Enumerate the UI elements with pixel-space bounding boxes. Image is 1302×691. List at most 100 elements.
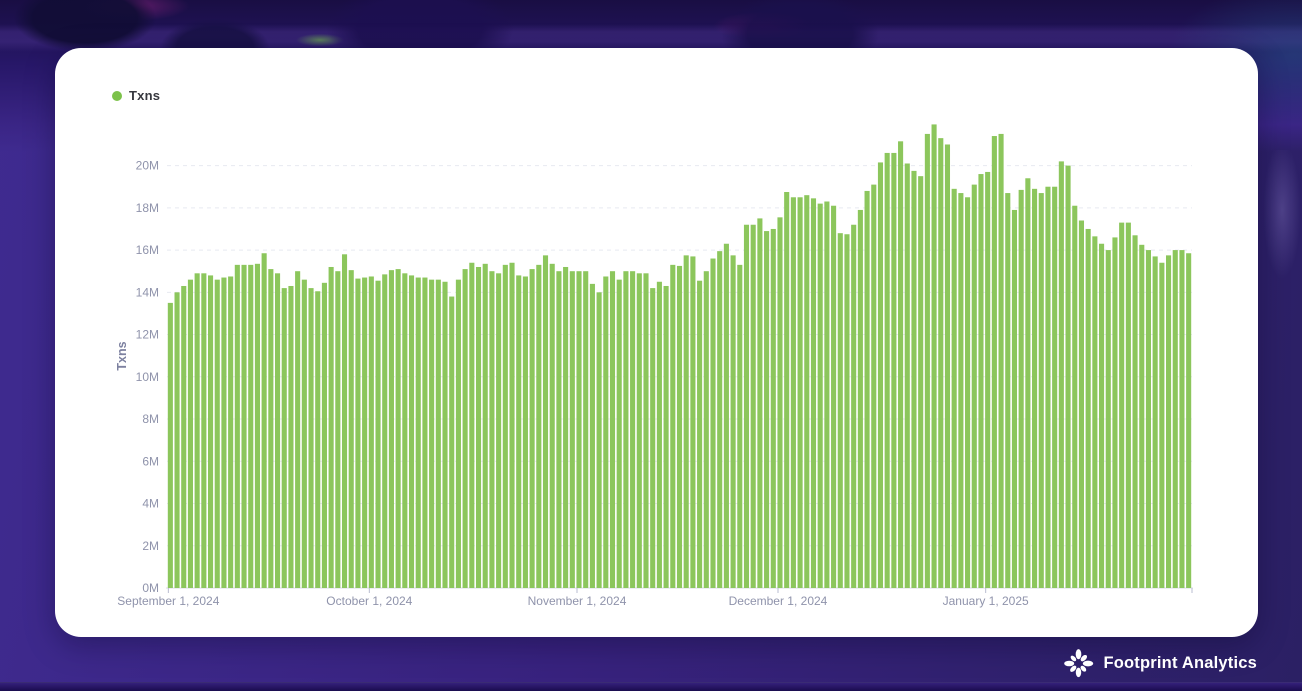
bar-2024-12-16[interactable] — [877, 162, 884, 588]
bar-2024-12-25[interactable] — [938, 138, 944, 588]
bar-2024-11-13[interactable] — [656, 281, 662, 588]
bar-2025-01-13[interactable] — [1065, 165, 1071, 588]
bar-2025-01-18[interactable] — [1099, 243, 1105, 589]
bar-2024-10-20[interactable] — [496, 273, 502, 588]
bar-2024-11-01[interactable] — [576, 271, 582, 588]
bar-2024-11-06[interactable] — [609, 271, 616, 588]
bar-2024-09-13[interactable] — [248, 264, 254, 588]
bar-2024-12-08[interactable] — [824, 201, 830, 589]
bar-2024-10-01[interactable] — [368, 276, 374, 588]
bar-2024-09-19[interactable] — [288, 285, 294, 588]
bar-2024-09-24[interactable] — [321, 282, 327, 588]
bar-2024-11-30[interactable] — [770, 228, 776, 588]
bar-2024-10-16[interactable] — [469, 262, 475, 588]
bar-2024-09-01[interactable] — [167, 302, 173, 588]
bar-2024-12-07[interactable] — [817, 203, 823, 588]
bar-2024-11-16[interactable] — [676, 265, 683, 588]
bar-2024-12-03[interactable] — [790, 197, 796, 588]
bar-2025-01-09[interactable] — [1038, 193, 1044, 588]
bar-2024-12-23[interactable] — [924, 133, 930, 589]
chart-legend[interactable]: Txns — [112, 88, 160, 103]
bar-2025-01-22[interactable] — [1125, 222, 1131, 588]
bar-2024-09-11[interactable] — [234, 264, 240, 588]
bar-2024-11-25[interactable] — [737, 264, 743, 588]
bar-2024-12-05[interactable] — [804, 195, 810, 589]
bar-2024-11-07[interactable] — [616, 279, 622, 588]
bar-2024-09-23[interactable] — [315, 291, 321, 588]
bar-2024-11-17[interactable] — [683, 255, 689, 589]
bar-2024-11-26[interactable] — [743, 224, 750, 589]
bar-2024-11-02[interactable] — [583, 271, 589, 588]
bar-2024-11-05[interactable] — [603, 276, 609, 588]
bar-2025-01-16[interactable] — [1085, 228, 1091, 588]
bar-2024-09-16[interactable] — [268, 269, 274, 588]
bar-2024-09-04[interactable] — [187, 279, 193, 588]
bar-2024-09-17[interactable] — [274, 273, 281, 588]
bar-2025-01-02[interactable] — [991, 136, 997, 588]
bar-2024-11-12[interactable] — [650, 288, 656, 588]
bar-2024-11-10[interactable] — [636, 273, 642, 588]
bar-2024-12-31[interactable] — [978, 174, 984, 589]
bar-2024-12-10[interactable] — [837, 233, 843, 588]
bar-2025-01-24[interactable] — [1139, 244, 1145, 589]
bar-2025-01-26[interactable] — [1152, 256, 1158, 588]
bar-2024-09-06[interactable] — [201, 273, 207, 588]
bar-2025-01-30[interactable] — [1179, 250, 1185, 588]
bar-2025-01-12[interactable] — [1058, 161, 1064, 588]
bar-2024-10-04[interactable] — [388, 270, 394, 588]
bar-2024-11-29[interactable] — [764, 231, 770, 588]
bar-2024-12-28[interactable] — [958, 193, 964, 588]
bar-2024-12-18[interactable] — [891, 152, 897, 588]
bar-2024-12-19[interactable] — [898, 141, 904, 588]
bar-2024-12-06[interactable] — [810, 198, 817, 588]
bar-2024-10-03[interactable] — [382, 274, 388, 588]
bar-2025-01-29[interactable] — [1172, 250, 1178, 588]
bar-2024-12-27[interactable] — [951, 188, 957, 588]
bar-2025-01-31[interactable] — [1186, 253, 1192, 588]
bar-2025-01-06[interactable] — [1018, 189, 1024, 588]
bar-2024-09-30[interactable] — [362, 277, 368, 588]
bar-2025-01-10[interactable] — [1045, 186, 1051, 588]
bar-2024-12-29[interactable] — [965, 197, 971, 588]
bar-2024-10-12[interactable] — [442, 281, 448, 588]
bar-2024-10-26[interactable] — [536, 264, 542, 588]
bar-2024-09-15[interactable] — [261, 253, 267, 588]
bar-2024-10-22[interactable] — [509, 262, 515, 588]
bar-2024-09-28[interactable] — [348, 270, 354, 588]
bar-2024-11-27[interactable] — [750, 224, 756, 589]
bar-2024-11-20[interactable] — [703, 271, 709, 588]
bar-2024-12-24[interactable] — [931, 124, 937, 589]
bar-2025-01-25[interactable] — [1145, 250, 1151, 588]
bar-2024-09-02[interactable] — [174, 292, 180, 588]
bar-2024-11-19[interactable] — [697, 280, 703, 588]
bar-2024-09-26[interactable] — [335, 271, 341, 588]
bar-2024-11-04[interactable] — [596, 292, 602, 588]
bar-2024-11-03[interactable] — [589, 283, 595, 588]
bar-2024-10-25[interactable] — [529, 269, 535, 588]
bar-2025-01-05[interactable] — [1011, 209, 1018, 588]
bar-2025-01-19[interactable] — [1105, 250, 1111, 588]
bar-2024-11-22[interactable] — [717, 251, 723, 588]
bar-2024-11-24[interactable] — [730, 255, 736, 589]
bar-2024-10-21[interactable] — [502, 264, 508, 588]
bar-2024-09-29[interactable] — [355, 278, 361, 588]
bar-2024-10-18[interactable] — [482, 263, 488, 588]
bar-2024-12-11[interactable] — [844, 234, 850, 589]
bar-2024-12-30[interactable] — [971, 184, 977, 589]
bar-2024-11-09[interactable] — [630, 271, 636, 588]
bar-2024-12-02[interactable] — [784, 192, 790, 588]
bar-2024-11-21[interactable] — [710, 258, 716, 588]
bar-2024-09-14[interactable] — [254, 263, 260, 588]
bar-2025-01-04[interactable] — [1005, 193, 1011, 588]
bar-2024-12-26[interactable] — [944, 144, 951, 589]
bar-2025-01-27[interactable] — [1159, 262, 1165, 588]
bar-2024-10-07[interactable] — [408, 275, 415, 588]
bar-2024-10-29[interactable] — [556, 271, 562, 588]
bar-2025-01-11[interactable] — [1052, 186, 1058, 588]
bar-2024-10-27[interactable] — [542, 255, 549, 589]
bar-2024-09-10[interactable] — [228, 276, 234, 588]
bar-2024-11-08[interactable] — [623, 271, 629, 588]
bar-2024-10-09[interactable] — [422, 277, 428, 588]
bar-2024-09-18[interactable] — [281, 288, 287, 588]
bar-2024-10-30[interactable] — [563, 266, 569, 588]
